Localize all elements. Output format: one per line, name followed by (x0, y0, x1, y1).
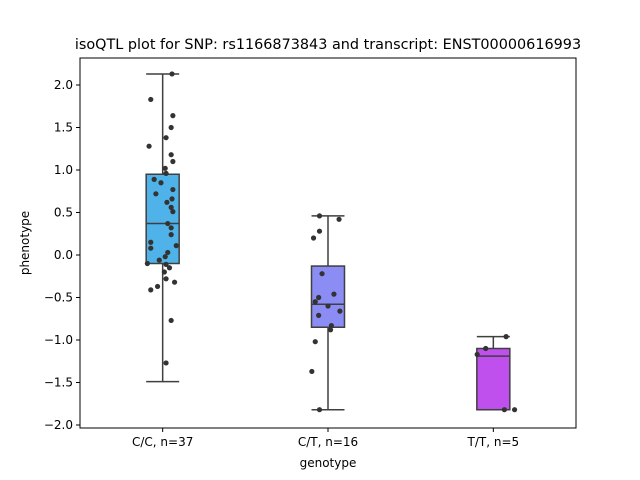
chart-title: isoQTL plot for SNP: rs1166873843 and tr… (75, 37, 581, 53)
y-axis-label: phenotype (18, 211, 32, 275)
data-point (154, 283, 161, 290)
data-point (312, 299, 318, 305)
data-point (168, 225, 174, 231)
data-point (164, 199, 170, 205)
data-point (168, 204, 174, 210)
data-point (146, 143, 152, 149)
data-point (170, 113, 176, 119)
data-point (166, 265, 173, 271)
data-point (325, 303, 331, 309)
plot-frame (79, 57, 577, 429)
data-point (316, 228, 323, 234)
data-point (170, 158, 176, 165)
data-point (327, 327, 334, 333)
data-point (148, 287, 154, 293)
data-point (319, 271, 325, 277)
data-point (316, 407, 323, 413)
data-point (168, 152, 174, 158)
x-tick-label: T/T, n=5 (467, 435, 520, 449)
data-point (169, 196, 175, 202)
y-axis: 2.0 1.5 1.0 0.5 0.0 −0.5 −1.0 −1.5 −2.0 (44, 78, 80, 432)
data-point (336, 216, 342, 222)
y-tick-label: 0.0 (54, 248, 73, 262)
data-point (316, 312, 322, 318)
data-point (148, 245, 154, 251)
data-point (169, 71, 175, 77)
data-point (511, 407, 518, 413)
y-tick-label: 1.0 (54, 163, 73, 177)
data-point (163, 170, 169, 176)
data-point (171, 279, 178, 285)
data-point (312, 339, 318, 345)
data-point (501, 407, 507, 413)
y-tick-label: −1.0 (44, 333, 73, 347)
data-point (503, 334, 509, 340)
data-point (337, 308, 343, 314)
y-tick-label: 2.0 (54, 78, 73, 92)
data-point (483, 345, 489, 352)
genotype-group (474, 334, 518, 413)
data-point (173, 243, 179, 249)
x-axis-label: genotype (300, 456, 357, 470)
data-point (163, 261, 169, 267)
data-point (316, 294, 322, 301)
data-point (474, 351, 480, 358)
data-point (168, 232, 174, 238)
data-point (316, 213, 323, 219)
data-point (158, 180, 164, 186)
data-point (156, 257, 162, 263)
data-point (153, 191, 159, 197)
data-point (309, 368, 315, 375)
data-point (168, 124, 174, 131)
data-point (163, 276, 169, 282)
data-point (151, 176, 157, 182)
data-point (168, 317, 174, 324)
data-point (144, 260, 150, 267)
data-point (163, 360, 169, 366)
data-point (163, 135, 169, 141)
plot-area (144, 71, 518, 413)
y-tick-label: −1.5 (44, 376, 73, 390)
data-point (331, 291, 337, 297)
data-point (165, 220, 171, 227)
y-tick-label: 1.5 (54, 121, 73, 135)
y-tick-label: −2.0 (44, 418, 73, 432)
genotype-group (309, 213, 346, 413)
x-axis: C/C, n=37 C/T, n=16 T/T, n=5 (132, 428, 519, 449)
data-point (165, 249, 171, 256)
data-point (148, 96, 154, 103)
x-tick-label: C/T, n=16 (298, 435, 358, 449)
box (476, 347, 511, 411)
x-tick-label: C/C, n=37 (132, 435, 193, 449)
y-tick-label: 0.5 (54, 206, 73, 220)
y-tick-label: −0.5 (44, 291, 73, 305)
data-point (161, 269, 167, 275)
data-point (162, 254, 168, 260)
data-point (170, 186, 176, 193)
data-point (328, 322, 334, 329)
data-point (310, 235, 317, 241)
data-point (162, 165, 168, 171)
data-point (170, 209, 176, 215)
data-point (148, 239, 154, 245)
genotype-group (144, 71, 180, 383)
